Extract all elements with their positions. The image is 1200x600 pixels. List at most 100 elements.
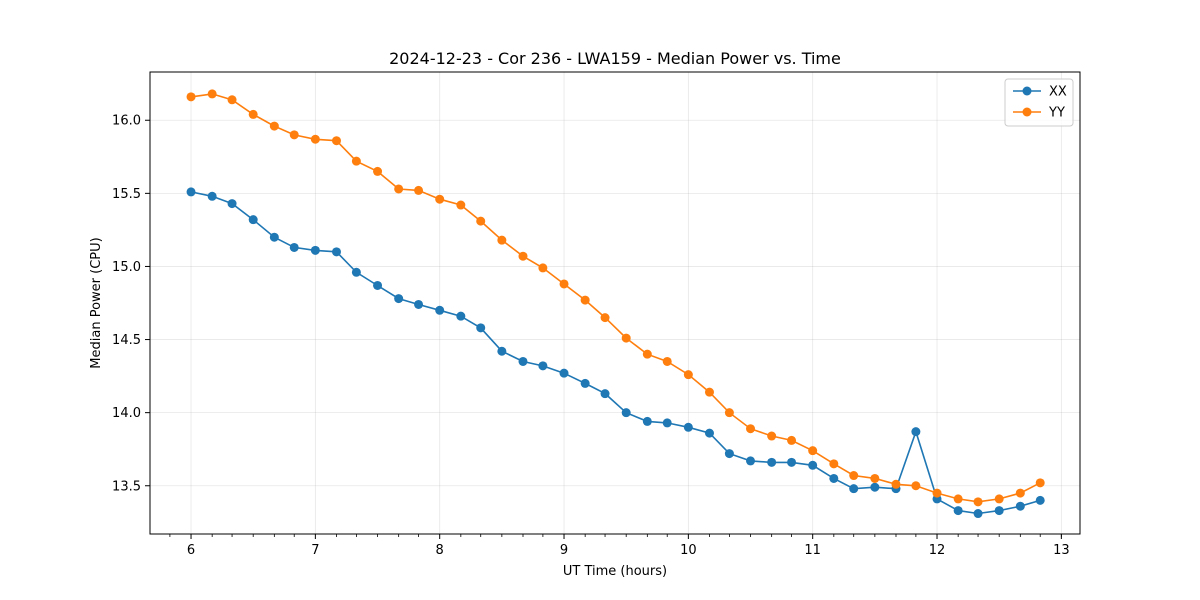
data-point-xx xyxy=(808,460,818,470)
data-point-yy xyxy=(538,263,548,273)
y-tick-label: 13.5 xyxy=(112,479,141,494)
data-point-xx xyxy=(621,408,631,418)
data-point-xx xyxy=(497,346,507,356)
data-point-yy xyxy=(559,279,569,289)
data-point-yy xyxy=(621,333,631,343)
legend-marker xyxy=(1022,107,1032,117)
data-point-xx xyxy=(351,267,361,277)
data-point-yy xyxy=(683,370,693,380)
data-point-yy xyxy=(1035,478,1045,488)
data-point-yy xyxy=(911,481,921,491)
data-point-xx xyxy=(559,368,569,378)
y-tick-label: 14.5 xyxy=(112,333,141,348)
y-tick-label: 14.0 xyxy=(112,406,141,421)
data-point-yy xyxy=(829,459,839,469)
data-point-xx xyxy=(683,422,693,432)
legend-label: YY xyxy=(1048,106,1065,121)
data-point-yy xyxy=(248,109,258,119)
data-point-yy xyxy=(497,235,507,245)
data-point-yy xyxy=(973,497,983,507)
x-tick-label: 8 xyxy=(436,543,444,558)
data-point-yy xyxy=(1015,488,1025,498)
data-point-yy xyxy=(373,166,383,176)
data-point-yy xyxy=(518,251,528,261)
data-point-yy xyxy=(476,216,486,226)
y-axis-label: Median Power (CPU) xyxy=(89,237,104,368)
data-point-xx xyxy=(310,245,320,255)
data-point-yy xyxy=(435,194,445,204)
data-point-xx xyxy=(580,378,590,388)
legend-item-yy: YY xyxy=(1013,106,1065,121)
data-point-yy xyxy=(932,488,942,498)
data-point-yy xyxy=(414,185,424,195)
data-point-xx xyxy=(227,199,237,209)
data-point-xx xyxy=(1035,495,1045,505)
data-point-yy xyxy=(662,356,672,366)
data-point-yy xyxy=(207,89,217,99)
data-point-yy xyxy=(642,349,652,359)
data-point-yy xyxy=(394,184,404,194)
data-point-xx xyxy=(518,356,528,366)
data-point-xx xyxy=(435,305,445,315)
data-point-yy xyxy=(456,200,466,210)
data-point-yy xyxy=(351,156,361,166)
data-point-xx xyxy=(994,506,1004,516)
data-point-yy xyxy=(849,471,859,481)
legend-marker xyxy=(1022,86,1032,96)
legend-label: XX xyxy=(1049,85,1067,100)
data-point-xx xyxy=(331,247,341,257)
data-point-xx xyxy=(1015,501,1025,511)
data-point-xx xyxy=(642,416,652,426)
data-point-yy xyxy=(994,494,1004,504)
data-point-xx xyxy=(289,242,299,252)
data-point-yy xyxy=(891,479,901,489)
data-point-yy xyxy=(767,431,777,441)
data-point-yy xyxy=(746,424,756,434)
legend: XX YY xyxy=(1004,78,1074,127)
data-point-xx xyxy=(394,294,404,304)
x-tick-label: 6 xyxy=(187,543,195,558)
data-point-xx xyxy=(476,323,486,333)
y-tick-label: 15.0 xyxy=(112,260,141,275)
data-point-xx xyxy=(746,456,756,466)
series-layer xyxy=(186,89,1045,519)
x-tick-label: 10 xyxy=(680,543,697,558)
x-tick-label: 7 xyxy=(311,543,319,558)
data-point-xx xyxy=(414,299,424,309)
x-tick-label: 12 xyxy=(929,543,946,558)
data-point-xx xyxy=(704,428,714,438)
series-xx xyxy=(186,187,1045,519)
data-point-xx xyxy=(600,389,610,399)
data-point-xx xyxy=(953,506,963,516)
data-point-xx xyxy=(538,361,548,371)
data-point-xx xyxy=(849,484,859,494)
data-point-xx xyxy=(973,509,983,519)
data-point-xx xyxy=(373,280,383,290)
data-point-xx xyxy=(911,427,921,437)
data-point-xx xyxy=(870,482,880,492)
data-point-yy xyxy=(580,295,590,305)
x-tick-label: 13 xyxy=(1053,543,1070,558)
data-point-yy xyxy=(870,473,880,483)
data-point-xx xyxy=(207,191,217,201)
data-point-yy xyxy=(331,136,341,146)
chart-title: 2024-12-23 - Cor 236 - LWA159 - Median P… xyxy=(389,49,841,68)
y-tick-label: 15.5 xyxy=(112,187,141,202)
data-point-xx xyxy=(456,311,466,321)
x-axis-label: UT Time (hours) xyxy=(563,564,667,579)
legend-item-xx: XX xyxy=(1013,85,1067,100)
plot-frame xyxy=(149,71,1081,535)
data-point-yy xyxy=(269,121,279,131)
x-tick-label: 11 xyxy=(804,543,821,558)
x-tick-label: 9 xyxy=(560,543,568,558)
data-point-xx xyxy=(248,215,258,225)
data-point-xx xyxy=(787,457,797,467)
data-point-xx xyxy=(186,187,196,197)
series-yy xyxy=(186,89,1045,507)
data-point-xx xyxy=(829,473,839,483)
data-point-xx xyxy=(662,418,672,428)
data-point-yy xyxy=(953,494,963,504)
data-point-yy xyxy=(724,408,734,418)
grid xyxy=(150,72,1080,534)
